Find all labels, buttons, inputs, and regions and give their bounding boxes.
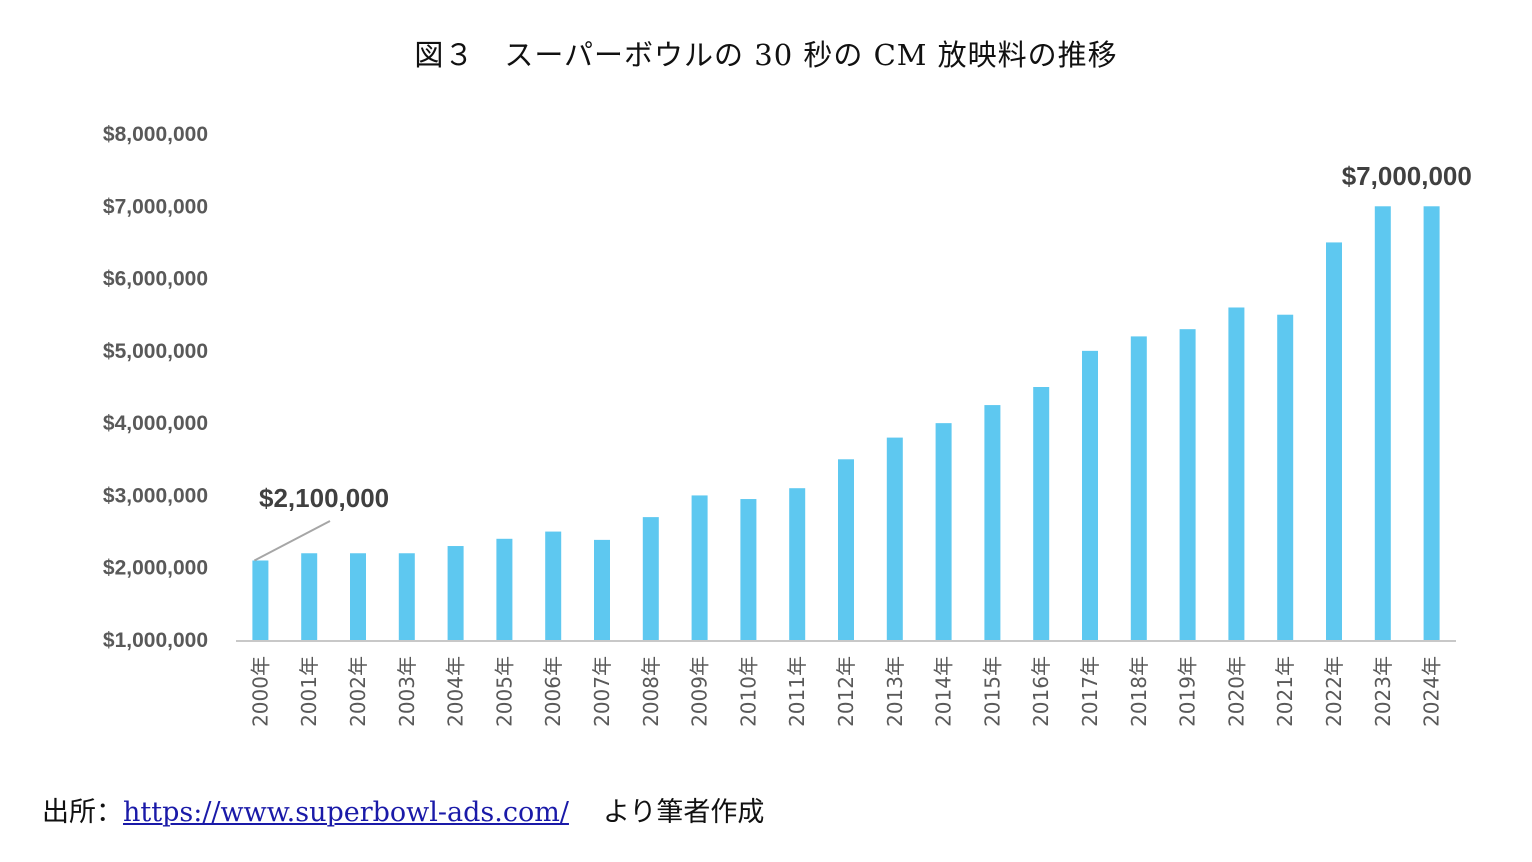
y-tick-label: $3,000,000 (103, 484, 208, 507)
x-tick-label: 2017年 (1078, 656, 1102, 727)
x-tick-label: 2012年 (834, 656, 858, 727)
bars (252, 206, 1440, 641)
x-tick-label: 2019年 (1176, 656, 1200, 727)
data-label: $2,100,000 (259, 483, 389, 513)
bar (1033, 387, 1050, 640)
x-tick-label: 2000年 (248, 656, 272, 727)
y-axis: $1,000,000 $2,000,000 $3,000,000 $4,000,000… (103, 123, 208, 652)
bar (642, 517, 659, 640)
bar (789, 488, 806, 640)
x-tick-label: 2001年 (297, 656, 321, 727)
x-tick-label: 2023年 (1371, 656, 1395, 727)
x-tick-label: 2014年 (932, 656, 956, 727)
bar (1374, 206, 1391, 641)
bar (1277, 314, 1294, 640)
x-tick-label: 2022年 (1322, 656, 1346, 727)
x-tick-label: 2006年 (541, 656, 565, 727)
x-tick-label: 2003年 (395, 656, 419, 727)
x-tick-label: 2007年 (590, 656, 614, 727)
x-tick-label: 2016年 (1029, 656, 1053, 727)
bar (1082, 350, 1098, 640)
data-label: $7,000,000 (1342, 161, 1472, 191)
annotation-leader-line (253, 520, 331, 562)
source-note: 出所：https://www.superbowl-ads.com/より筆者作成 (42, 790, 764, 829)
bar (447, 546, 464, 640)
y-tick-label: $2,000,000 (103, 557, 208, 580)
x-tick-label: 2021年 (1273, 656, 1297, 727)
bar (935, 423, 952, 640)
bar (1326, 242, 1342, 640)
bar (496, 538, 513, 640)
bar (252, 560, 269, 640)
bar (886, 437, 903, 640)
x-tick-label: 2024年 (1420, 656, 1444, 727)
bar (545, 531, 562, 640)
y-tick-label: $4,000,000 (103, 412, 208, 435)
bar (1130, 336, 1147, 640)
annotations: $2,100,000 $7,000,000 (253, 161, 1472, 562)
source-suffix: より筆者作成 (602, 797, 765, 828)
bar (1228, 307, 1245, 640)
bar (740, 499, 757, 640)
bar (691, 495, 708, 640)
x-tick-label: 2020年 (1224, 656, 1248, 727)
bar (984, 405, 1001, 640)
bar (301, 553, 318, 640)
y-tick-label: $8,000,000 (103, 123, 208, 146)
bar (350, 553, 366, 640)
x-tick-label: 2002年 (346, 656, 370, 727)
source-link[interactable]: https://www.superbowl-ads.com/ (123, 797, 569, 828)
chart-title: 図３ スーパーボウルの 30 秒の CM 放映料の推移 (414, 38, 1118, 72)
x-tick-label: 2008年 (639, 656, 663, 727)
y-tick-label: $6,000,000 (103, 268, 208, 291)
source-prefix: 出所： (42, 797, 123, 828)
x-tick-label: 2009年 (688, 656, 712, 727)
x-tick-label: 2011年 (785, 656, 809, 727)
bar (594, 539, 610, 640)
x-tick-label: 2004年 (444, 656, 468, 727)
bar (1179, 329, 1196, 640)
x-tick-label: 2018年 (1127, 656, 1151, 727)
bar (1423, 206, 1440, 641)
y-tick-label: $1,000,000 (103, 629, 208, 652)
bar (838, 459, 854, 640)
y-tick-label: $5,000,000 (103, 340, 208, 363)
x-tick-label: 2015年 (980, 656, 1004, 727)
x-tick-label: 2005年 (492, 656, 516, 727)
x-axis: 2000年 2001年 2002年 2003年 2004年 2005年 2006年 2007年… (248, 656, 1443, 727)
x-tick-label: 2010年 (736, 656, 760, 727)
x-tick-label: 2013年 (883, 656, 907, 727)
bar (398, 553, 415, 640)
y-tick-label: $7,000,000 (103, 195, 208, 218)
